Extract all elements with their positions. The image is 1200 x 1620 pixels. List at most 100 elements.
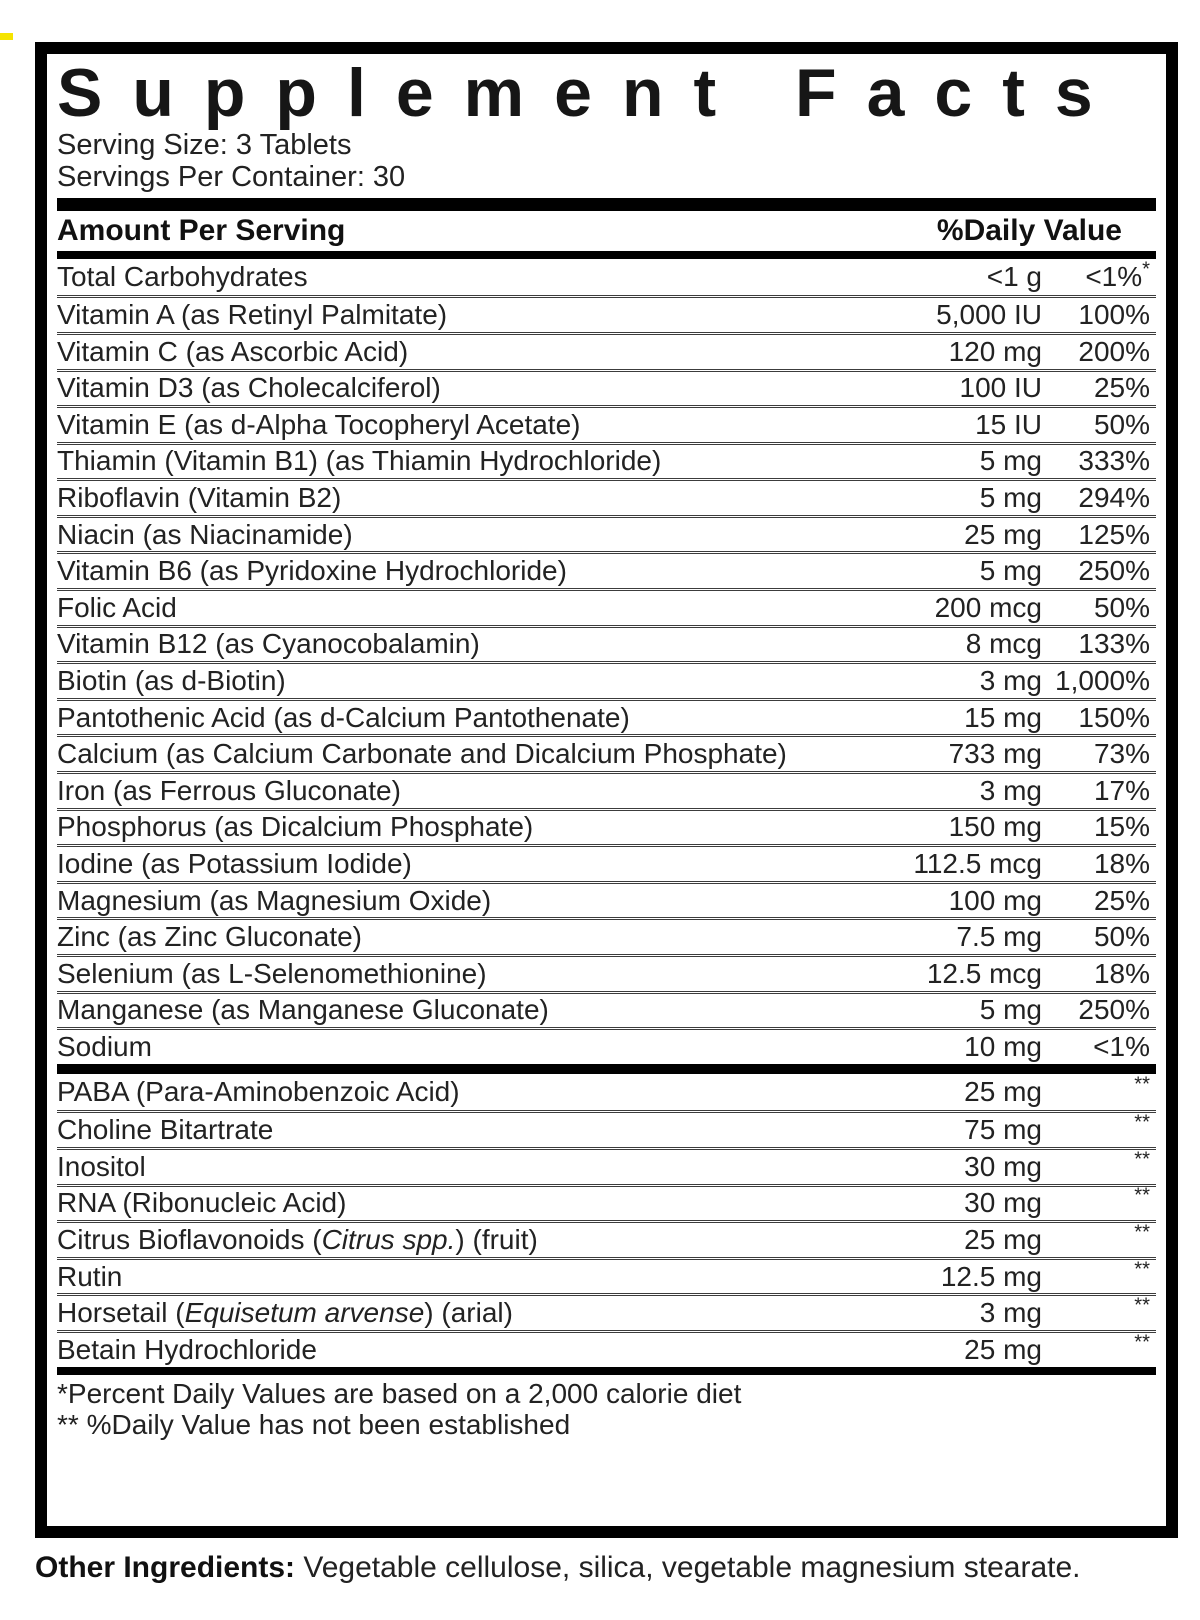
nutrient-amount: 25 mg [964,518,1042,550]
nutrient-daily-value: 133% [1078,628,1150,660]
nutrient-row: RNA (Ribonucleic Acid) 30 mg ** [57,1183,1156,1221]
nutrient-name: Biotin (as d-Biotin) [57,665,286,697]
column-header-row: Amount Per Serving %Daily Value [57,211,1156,251]
nutrient-name: Sodium [57,1030,152,1062]
nutrient-row: Niacin (as Niacinamide) 25 mg 125% [57,514,1156,552]
nutrient-row: Calcium (as Calcium Carbonate and Dicalc… [57,734,1156,771]
nutrient-name: Manganese (as Manganese Gluconate) [57,994,549,1026]
nutrient-row: Sodium 10 mg <1% [57,1027,1156,1064]
nutrient-daily-value: 1,000% [1055,665,1150,697]
nutrient-daily-value: ** [1134,1294,1150,1317]
nutrient-amount: 5 mg [979,994,1042,1026]
nutrient-row: Selenium (as L-Selenomethionine) 12.5 mcg… [57,954,1156,991]
nutrient-name: Thiamin (Vitamin B1) (as Thiamin Hydroch… [57,445,662,477]
nutrient-row: Riboflavin (Vitamin B2) 5 mg 294% [57,478,1156,515]
nutrient-name: Riboflavin (Vitamin B2) [57,482,342,514]
nutrient-amount: 3 mg [979,774,1042,806]
nutrient-daily-value: ** [1134,1331,1150,1354]
nutrient-amount: 12.5 mg [940,1260,1042,1292]
nutrient-row: Magnesium (as Magnesium Oxide) 100 mg 25% [57,880,1156,918]
nutrient-row: Vitamin E (as d-Alpha Tocopheryl Acetate… [57,405,1156,442]
nutrient-row: Zinc (as Zinc Gluconate) 7.5 mg 50% [57,917,1156,954]
nutrient-row: Citrus Bioflavonoids (Citrus spp.) (frui… [57,1220,1156,1257]
divider-bar-section [57,1063,1156,1074]
nutrient-name: Phosphorus (as Dicalcium Phosphate) [57,811,534,843]
secondary-rows: PABA (Para-Aminobenzoic Acid) 25 mg ** Chol… [57,1074,1156,1367]
nutrient-daily-value: 18% [1093,848,1150,880]
other-ingredients-text: Vegetable cellulose, silica, vegetable m… [295,1551,1081,1584]
nutrient-row: Biotin (as d-Biotin) 3 mg 1,000% [57,661,1156,698]
footnote-daily-value: *Percent Daily Values are based on a 2,0… [57,1377,742,1409]
nutrient-row: Vitamin D3 (as Cholecalciferol) 100 IU 25% [57,368,1156,406]
nutrient-daily-value: 25% [1093,372,1150,404]
nutrient-row: Phosphorus (as Dicalcium Phosphate) 150 m… [57,807,1156,845]
nutrient-amount: 120 mg [948,335,1042,367]
column-header-daily-value: %Daily Value [936,213,1122,247]
nutrient-amount: 25 mg [964,1076,1042,1108]
nutrient-amount: 733 mg [948,738,1042,770]
nutrient-daily-value: 17% [1093,774,1150,806]
nutrient-amount: 5 mg [979,445,1042,477]
nutrient-row: Iron (as Ferrous Gluconate) 3 mg 17% [57,771,1156,808]
nutrient-row: Horsetail (Equisetum arvense) (arial) 3 m… [57,1293,1156,1330]
nutrient-row: Manganese (as Manganese Gluconate) 5 mg 25… [57,990,1156,1028]
nutrient-name: Niacin (as Niacinamide) [57,518,353,550]
nutrient-name: Betain Hydrochloride [57,1333,317,1365]
nutrient-daily-value: ** [1134,1111,1150,1134]
other-ingredients-label: Other Ingredients: [35,1551,296,1584]
nutrient-daily-value: 294% [1078,482,1150,514]
nutrient-amount: 3 mg [979,1297,1042,1329]
nutrient-amount: 150 mg [948,811,1042,843]
nutrient-row: Vitamin B12 (as Cyanocobalamin) 8 mcg 133% [57,624,1156,662]
nutrient-daily-value: ** [1134,1258,1150,1281]
nutrient-amount: 10 mg [964,1030,1042,1062]
nutrient-amount: 5 mg [979,555,1042,587]
nutrient-daily-value: 18% [1093,957,1150,989]
nutrient-name: Rutin [57,1260,123,1292]
nutrient-daily-value: 50% [1093,408,1150,440]
nutrient-amount: 3 mg [979,665,1042,697]
nutrient-name: Total Carbohydrates [57,261,308,293]
nutrient-row: Inositol 30 mg ** [57,1146,1156,1184]
nutrient-amount: 12.5 mcg [926,957,1042,989]
nutrient-row: Vitamin A (as Retinyl Palmitate) 5,000 IU… [57,295,1156,332]
nutrient-name: Folic Acid [57,591,177,623]
nutrient-amount: <1 g [986,261,1042,293]
nutrient-amount: 15 IU [975,408,1042,440]
nutrient-row: Betain Hydrochloride 25 mg ** [57,1329,1156,1367]
nutrient-amount: 5,000 IU [936,299,1042,331]
panel-title: Supplement Facts [57,55,1123,131]
nutrient-row: Thiamin (Vitamin B1) (as Thiamin Hydroch… [57,441,1156,479]
nutrient-name: Choline Bitartrate [57,1114,274,1146]
nutrient-daily-value: 125% [1078,518,1150,550]
nutrient-amount: 112.5 mcg [913,848,1042,880]
nutrient-name: Calcium (as Calcium Carbonate and Dicalc… [57,738,787,770]
yellow-print-artifact [0,33,13,40]
nutrient-amount: 5 mg [979,482,1042,514]
nutrient-name: Vitamin A (as Retinyl Palmitate) [57,299,448,331]
footnotes: *Percent Daily Values are based on a 2,0… [57,1378,1156,1440]
column-header-amount: Amount Per Serving [57,213,346,247]
nutrient-daily-value: 250% [1078,994,1150,1026]
nutrient-row: Vitamin C (as Ascorbic Acid) 120 mg 200% [57,331,1156,369]
nutrient-daily-value: 250% [1078,555,1150,587]
nutrient-daily-value: 15% [1093,811,1150,843]
nutrient-name: Pantothenic Acid (as d-Calcium Pantothen… [57,701,630,733]
nutrient-daily-value: 100% [1078,299,1150,331]
nutrient-amount: 7.5 mg [956,921,1042,953]
other-ingredients: Other Ingredients: Vegetable cellulose, … [35,1551,1175,1585]
nutrient-daily-value: ** [1134,1185,1150,1208]
nutrient-name: Vitamin C (as Ascorbic Acid) [57,335,409,367]
nutrient-daily-value: 200% [1078,335,1150,367]
nutrient-name: Inositol [57,1150,146,1182]
nutrient-name: Selenium (as L-Selenomethionine) [57,957,487,989]
main-rows: Total Carbohydrates <1 g <1%* Vitamin A (as… [57,259,1156,1064]
nutrient-name: Iodine (as Potassium Iodide) [57,848,412,880]
nutrient-amount: 25 mg [964,1333,1042,1365]
nutrient-amount: 200 mcg [934,591,1042,623]
nutrient-daily-value: ** [1134,1221,1150,1244]
footnote-not-established: ** %Daily Value has not been established [57,1408,571,1440]
nutrient-row: Vitamin B6 (as Pyridoxine Hydrochloride)… [57,551,1156,588]
nutrient-name: Vitamin D3 (as Cholecalciferol) [57,372,441,404]
nutrient-amount: 15 mg [964,701,1042,733]
